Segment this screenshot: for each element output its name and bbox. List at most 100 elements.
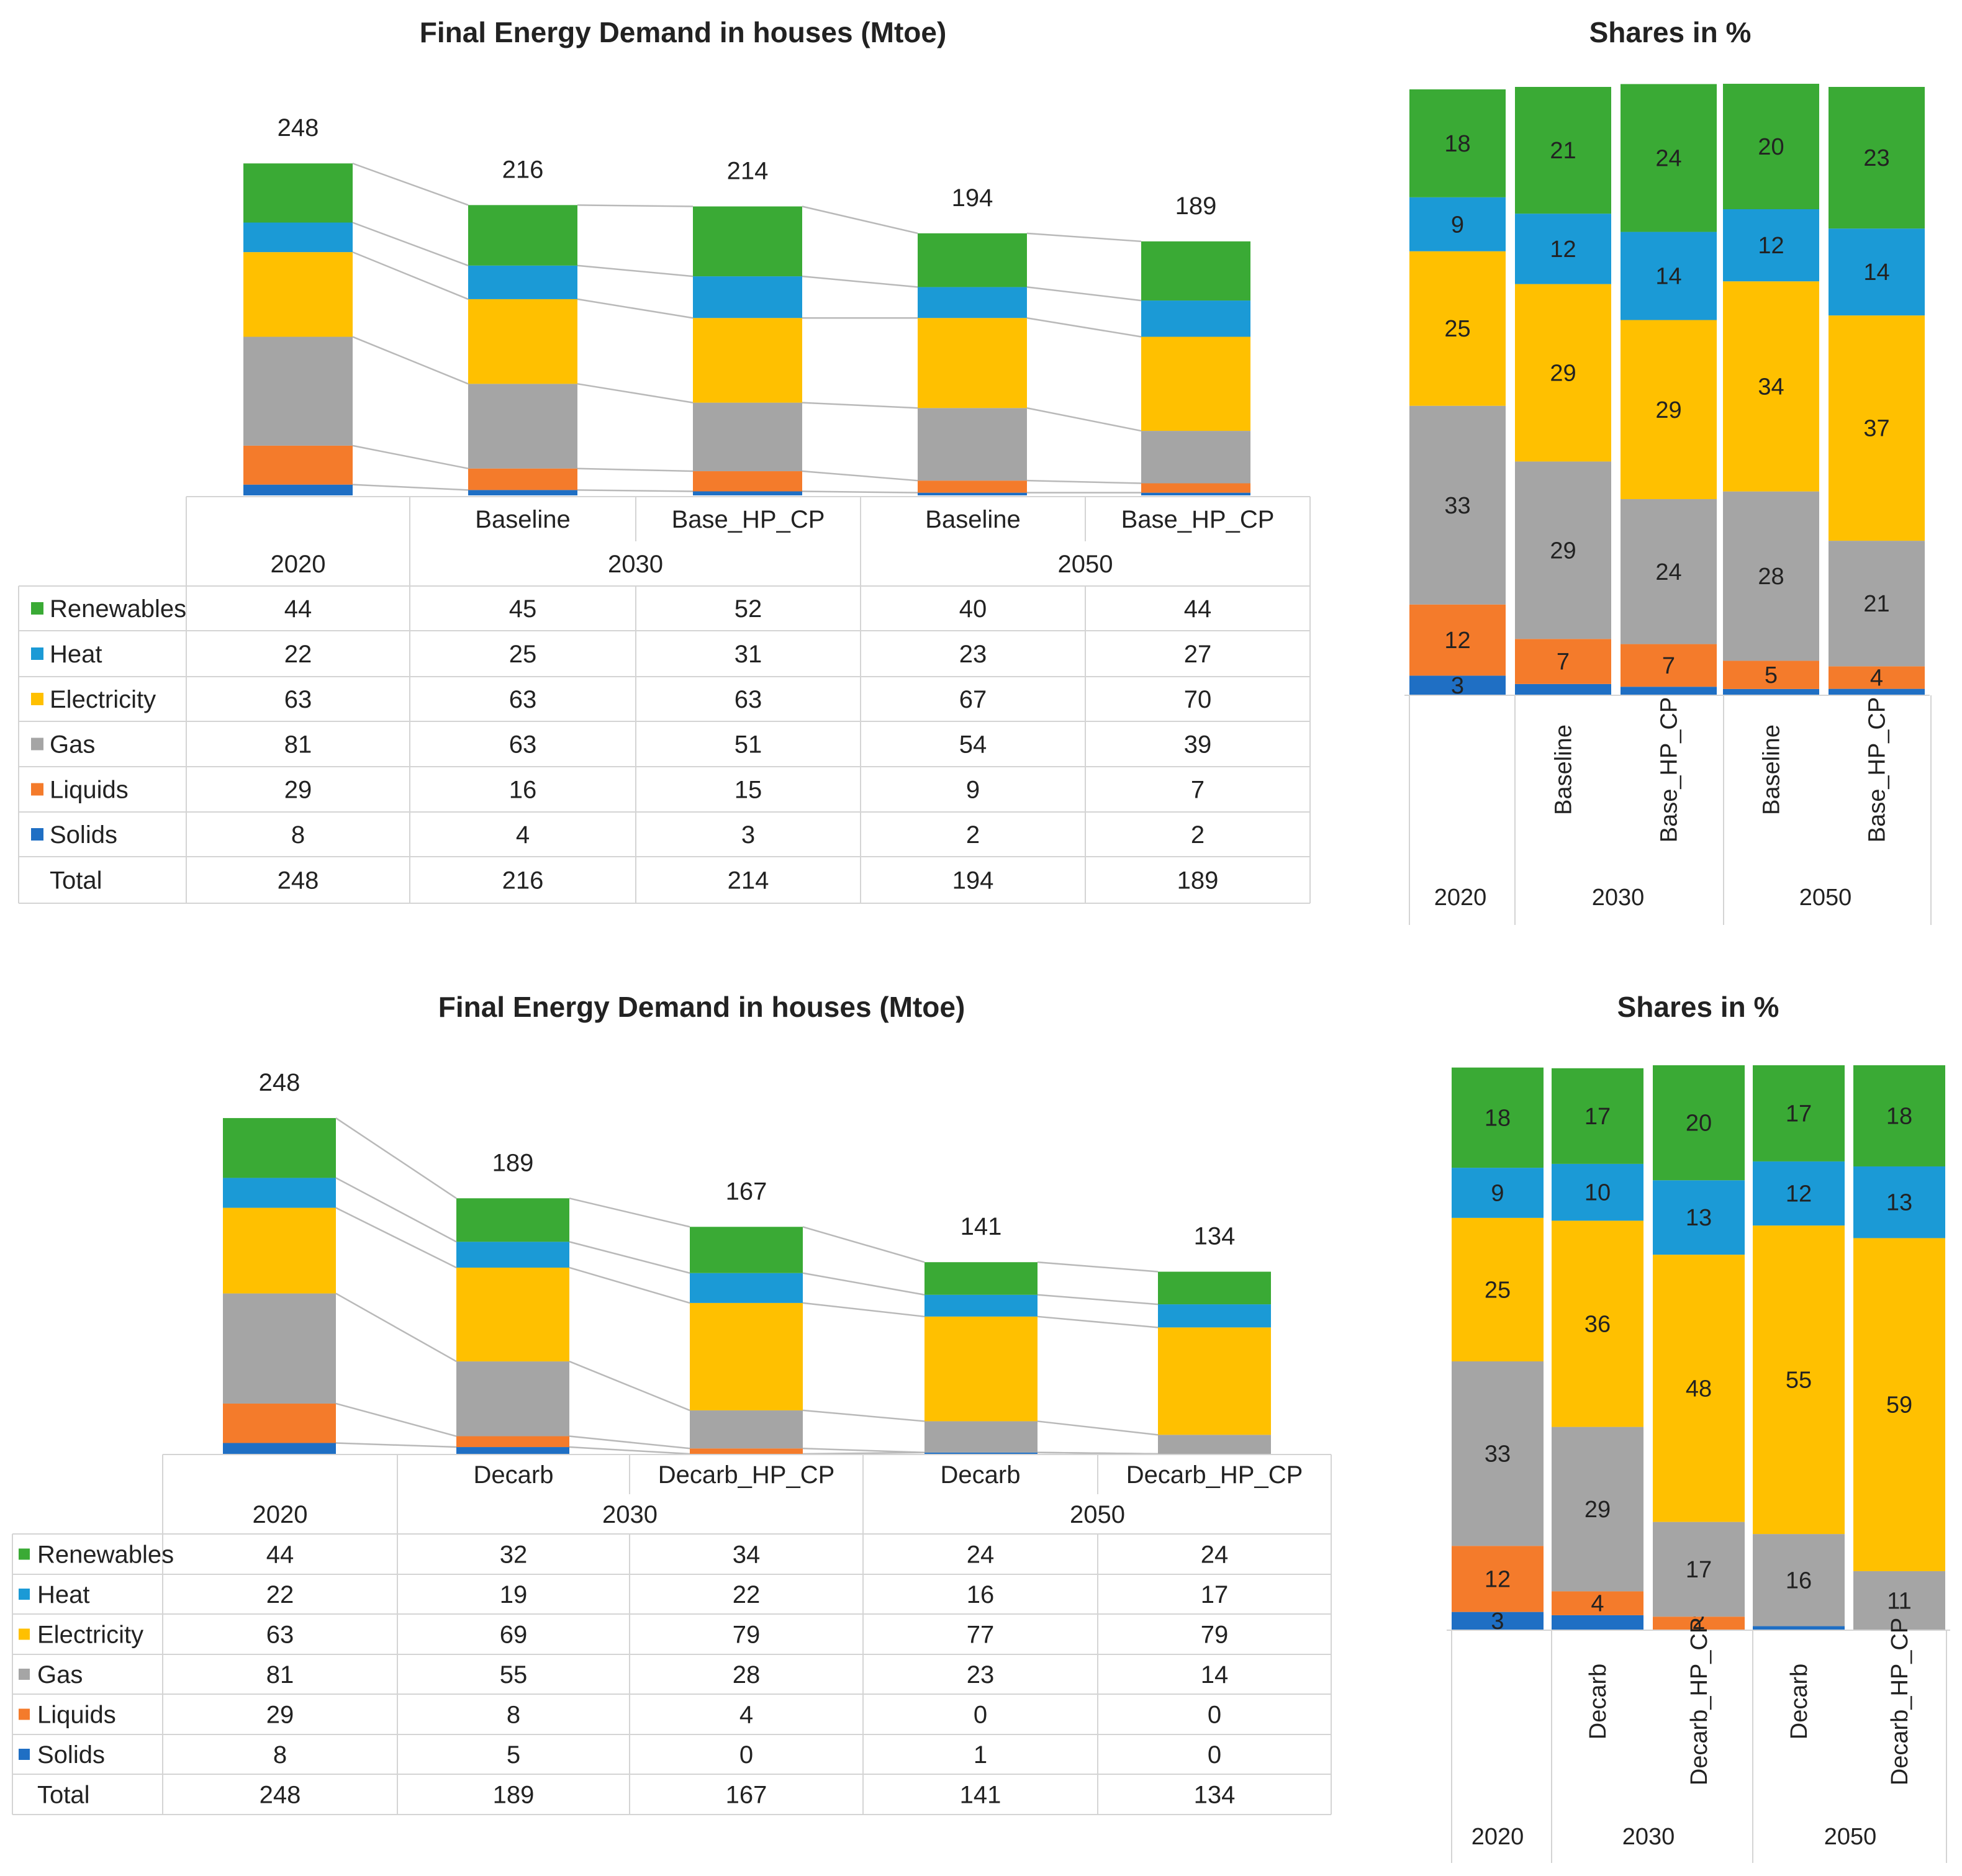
p1-table-cell: 69 — [500, 1621, 528, 1649]
p0-share-label: 7 — [1662, 653, 1675, 679]
chart-title: Final Energy Demand in houses (Mtoe) — [438, 991, 965, 1023]
p0-table-total-cell: 194 — [952, 867, 994, 895]
p1-table-cell: 22 — [733, 1581, 761, 1608]
p1-share-segment-gas — [1653, 1522, 1745, 1617]
p1-share-segment-electricity — [1552, 1220, 1643, 1427]
p1-connector-line — [1037, 1315, 1159, 1328]
p1-bar-segment-heat — [924, 1294, 1038, 1317]
p0-connector-line — [577, 489, 694, 492]
p1-bar-segment-renewables — [690, 1227, 803, 1273]
p1-connector-line — [802, 1302, 925, 1318]
p1-share-segment-liquids — [1452, 1546, 1544, 1612]
p0-table-cell: 45 — [509, 595, 537, 623]
p1-share-label: 12 — [1485, 1566, 1511, 1592]
p1-share-scenario-label: Decarb — [1585, 1664, 1611, 1740]
p0-bar-segment-renewables — [1141, 241, 1250, 301]
p1-table-cell: 0 — [739, 1741, 753, 1769]
p1-table-cell: 23 — [967, 1661, 995, 1689]
p1-bar-segment-heat — [456, 1242, 569, 1268]
p0-share-segment-liquids — [1409, 604, 1506, 676]
p0-share-segment-gas — [1829, 541, 1925, 667]
p1-bar-segment-liquids — [223, 1403, 336, 1443]
p1-share-label: 17 — [1585, 1104, 1611, 1130]
p0-share-segment-gas — [1621, 499, 1717, 644]
p1-table-year-header: 2030 — [602, 1501, 658, 1528]
p1-share-segment-gas — [1853, 1571, 1945, 1630]
p0-bar-segment-gas — [1141, 431, 1250, 484]
p0-bar-segment-heat — [468, 265, 577, 299]
p0-share-scenario-label: Baseline — [1551, 724, 1577, 815]
p0-legend-swatch-heat — [31, 647, 43, 660]
p0-share-label: 37 — [1863, 416, 1889, 442]
p0-share-segment-heat — [1409, 197, 1506, 251]
p1-share-label: 11 — [1887, 1588, 1911, 1614]
p1-legend-label-electricity: Electricity — [37, 1621, 143, 1649]
p0-table-cell: 63 — [735, 686, 762, 713]
p0-legend-label-gas: Gas — [50, 731, 95, 759]
p1-share-segment-renewables — [1653, 1065, 1745, 1181]
p0-share-segment-electricity — [1829, 315, 1925, 541]
p1-share-segment-renewables — [1753, 1065, 1845, 1161]
p1-table-cell: 14 — [1201, 1661, 1229, 1689]
p1-share-segment-electricity — [1753, 1225, 1845, 1535]
p1-share-segment-liquids — [1653, 1617, 1745, 1630]
p1-legend-label-renewables: Renewables — [37, 1541, 174, 1569]
p1-legend-label-heat: Heat — [37, 1581, 90, 1608]
p0-legend-label-liquids: Liquids — [50, 777, 129, 804]
p1-share-label: 10 — [1585, 1180, 1611, 1206]
p0-share-segment-liquids — [1515, 639, 1611, 684]
p0-connector-line — [352, 484, 469, 491]
p1-table-cell: 79 — [1201, 1621, 1229, 1649]
p1-legend-label-gas: Gas — [37, 1661, 83, 1689]
p0-table-total-cell: 214 — [728, 867, 769, 895]
p0-share-label: 12 — [1444, 628, 1470, 654]
p0-bar-total-label: 189 — [1175, 192, 1217, 220]
p1-legend-label-solids: Solids — [37, 1741, 105, 1769]
p0-table-cell: 40 — [959, 595, 987, 623]
p0-table-cell: 31 — [735, 641, 762, 668]
p1-share-year-label: 2050 — [1824, 1824, 1877, 1850]
p1-share-label: 17 — [1786, 1101, 1812, 1127]
p0-share-label: 21 — [1863, 591, 1889, 617]
p1-table-cell: 0 — [1208, 1741, 1221, 1769]
p0-table-scenario-header: Base_HP_CP — [672, 506, 825, 533]
p1-connector-line — [802, 1409, 925, 1422]
p0-share-label: 3 — [1451, 673, 1464, 699]
p0-connector-line — [802, 205, 918, 235]
p1-bar-segment-gas — [1158, 1435, 1271, 1454]
p0-connector-line — [352, 251, 469, 300]
p1-bar-segment-renewables — [223, 1118, 336, 1178]
p1-share-segment-solids — [1452, 1612, 1544, 1630]
p1-table-cell: 44 — [266, 1541, 294, 1569]
p0-share-label: 12 — [1758, 233, 1784, 259]
p0-share-segment-renewables — [1723, 83, 1819, 210]
p0-connector-line — [1026, 407, 1142, 432]
p1-share-segment-heat — [1853, 1166, 1945, 1238]
p1-bar-segment-electricity — [456, 1267, 569, 1362]
p0-connector-line — [352, 336, 469, 385]
p0-share-segment-liquids — [1723, 661, 1819, 689]
p1-table-scenario-header: Decarb_HP_CP — [1126, 1461, 1303, 1489]
p0-bar-segment-electricity — [918, 318, 1027, 408]
p1-legend-swatch-solids — [19, 1749, 30, 1760]
p0-share-label: 33 — [1444, 493, 1470, 519]
p0-connector-line — [1026, 286, 1142, 302]
p0-table-scenario-header: Baseline — [925, 506, 1020, 533]
p1-table-total-cell: 141 — [960, 1782, 1001, 1809]
p1-table-cell: 8 — [273, 1741, 287, 1769]
p0-connector-line — [802, 490, 918, 494]
p1-table-total-label: Total — [37, 1782, 90, 1809]
p1-table-total-cell: 248 — [260, 1782, 301, 1809]
p0-table-cell: 27 — [1184, 641, 1212, 668]
p0-share-label: 29 — [1550, 361, 1576, 387]
p0-bar-segment-solids — [468, 490, 577, 495]
p0-bar-segment-heat — [243, 222, 353, 253]
p0-share-segment-gas — [1409, 405, 1506, 605]
p1-share-segment-gas — [1552, 1427, 1643, 1592]
p0-bar-segment-gas — [243, 336, 353, 446]
p1-share-scenario-label: Decarb_HP_CP — [1887, 1618, 1913, 1785]
p0-table-cell: 23 — [959, 641, 987, 668]
p0-share-label: 12 — [1550, 237, 1576, 263]
p1-share-label: 4 — [1591, 1591, 1604, 1617]
p1-connector-line — [569, 1360, 690, 1412]
